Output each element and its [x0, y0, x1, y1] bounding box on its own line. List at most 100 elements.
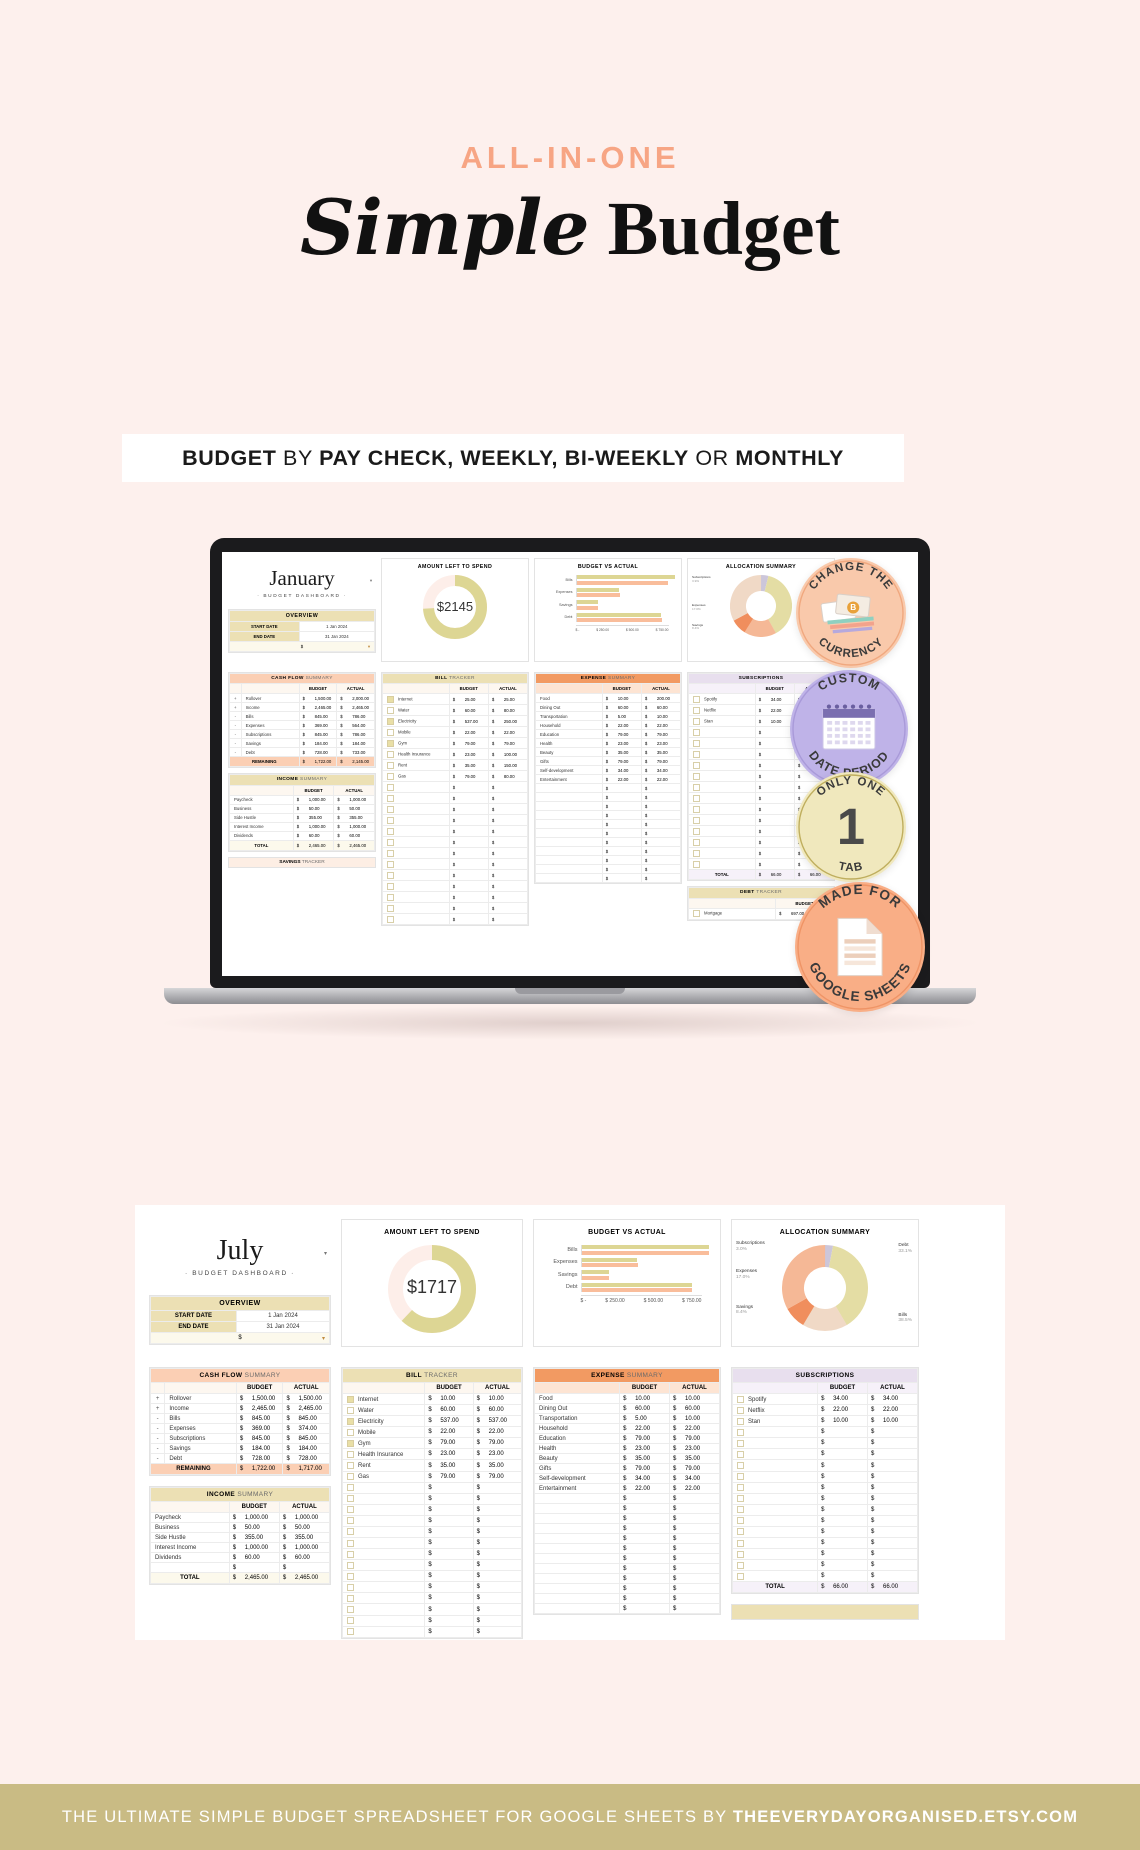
table-row-empty[interactable]: $$	[341, 1592, 523, 1605]
table-row-empty[interactable]: $$	[535, 828, 682, 839]
overview-row-value[interactable]: 31 Jan 2024	[298, 631, 376, 643]
table-row[interactable]: Mobile $22.00 $22.00	[341, 1426, 523, 1439]
table-row-empty[interactable]: $$	[533, 1563, 720, 1574]
table-row[interactable]: Transportation $5.00 $10.00	[533, 1413, 720, 1424]
table-row-empty[interactable]: $$	[341, 1514, 523, 1527]
row-checkbox[interactable]	[737, 1406, 744, 1414]
table-row-empty[interactable]: $$	[382, 781, 529, 794]
table-row[interactable]: Gym $79.00 $79.00	[382, 737, 529, 750]
row-checkbox[interactable]	[387, 783, 394, 791]
table-row-empty[interactable]: $$	[731, 1525, 918, 1539]
table-row[interactable]: Food $10.00 $200.00	[535, 693, 682, 704]
table-row-empty[interactable]: $$	[535, 864, 682, 875]
row-checkbox[interactable]	[737, 1428, 744, 1436]
row-checkbox[interactable]	[347, 1495, 354, 1503]
table-row[interactable]: - Expenses $369.00 $374.00	[149, 1423, 330, 1434]
table-row[interactable]: Health Insurance $23.00 $100.00	[382, 748, 529, 761]
table-row-empty[interactable]: $$	[382, 825, 529, 838]
table-row[interactable]: Self-development $34.00 $34.00	[533, 1473, 720, 1484]
table-row[interactable]: - Savings $184.00 $184.00	[149, 1443, 330, 1454]
row-checkbox[interactable]	[737, 1572, 744, 1580]
table-row[interactable]: Electricity $537.00 $250.00	[382, 715, 529, 728]
row-checkbox[interactable]	[693, 750, 700, 758]
badge-change-currency[interactable]: CHANGE THE CURRENCY B	[796, 558, 906, 668]
table-row[interactable]: Internet $10.00 $10.00	[341, 1392, 523, 1406]
row-checkbox[interactable]	[693, 695, 700, 703]
row-checkbox[interactable]	[347, 1561, 354, 1569]
row-checkbox[interactable]	[387, 728, 394, 736]
table-row-empty[interactable]: $$	[731, 1514, 918, 1527]
row-checkbox[interactable]	[737, 1561, 744, 1569]
table-row-empty[interactable]: $$	[535, 819, 682, 830]
table-row[interactable]: Rent $35.00 $35.00	[341, 1459, 523, 1472]
table-row[interactable]: + Rollover $1,500.00 $1,500.00	[149, 1393, 330, 1404]
table-row-empty[interactable]: $$	[731, 1426, 918, 1439]
table-row-empty[interactable]: $$	[341, 1492, 523, 1505]
table-row[interactable]: - Subscriptions $845.00 $786.00	[229, 729, 375, 740]
table-row[interactable]: Beauty $35.00 $35.00	[535, 747, 682, 758]
row-checkbox[interactable]	[347, 1473, 354, 1481]
row-checkbox[interactable]	[737, 1473, 744, 1481]
row-checkbox[interactable]	[387, 739, 394, 747]
row-checkbox[interactable]	[387, 849, 394, 857]
row-checkbox[interactable]	[347, 1605, 354, 1613]
row-checkbox[interactable]	[387, 706, 394, 714]
row-checkbox[interactable]	[693, 783, 700, 791]
table-row-empty[interactable]: $$	[382, 902, 529, 915]
row-checkbox[interactable]	[347, 1617, 354, 1625]
overview-row[interactable]: START DATE 1 Jan 2024	[229, 621, 376, 633]
currency-selector[interactable]: $ ▾	[229, 641, 375, 653]
table-row-empty[interactable]: $$	[341, 1559, 523, 1572]
row-checkbox[interactable]	[387, 772, 394, 780]
row-checkbox[interactable]	[693, 772, 700, 780]
table-row-empty[interactable]: $$	[382, 836, 529, 849]
table-row[interactable]: Health Insurance $23.00 $23.00	[341, 1448, 523, 1461]
table-row[interactable]: Electricity $537.00 $537.00	[341, 1415, 523, 1428]
row-checkbox[interactable]	[387, 882, 394, 890]
table-row-empty[interactable]: $$	[535, 873, 682, 884]
row-checkbox[interactable]	[347, 1428, 354, 1436]
table-row[interactable]: Paycheck $1,000.00 $1,000.00	[150, 1512, 331, 1523]
table-row[interactable]: Business $50.00 $50.00	[150, 1522, 331, 1533]
table-row-empty[interactable]: $$	[731, 1437, 918, 1450]
table-row-empty[interactable]: $$	[731, 1459, 918, 1472]
row-checkbox[interactable]	[387, 717, 394, 725]
table-row-empty[interactable]: $$	[341, 1503, 523, 1516]
currency-row[interactable]: $ ▾	[229, 641, 375, 653]
row-checkbox[interactable]	[693, 849, 700, 857]
table-row[interactable]: Water $60.00 $60.00	[341, 1404, 523, 1417]
table-row[interactable]: Mobile $22.00 $22.00	[382, 726, 529, 739]
table-row[interactable]: Mortgage $697.00	[688, 907, 834, 920]
row-checkbox[interactable]	[347, 1395, 354, 1403]
row-checkbox[interactable]	[693, 910, 700, 918]
table-row[interactable]: + Rollover $1,500.00 $2,000.00	[229, 693, 375, 704]
table-row[interactable]: Dividends $60.00 $60.00	[150, 1552, 331, 1563]
table-row-empty[interactable]: $$	[533, 1593, 720, 1604]
table-row-empty[interactable]: $$	[382, 814, 529, 827]
row-checkbox[interactable]	[737, 1417, 744, 1425]
row-checkbox[interactable]	[347, 1450, 354, 1458]
table-row-empty[interactable]: $$	[382, 891, 529, 904]
table-row-empty[interactable]: $$	[535, 801, 682, 812]
table-row-empty[interactable]: $$	[535, 810, 682, 821]
badge-only-one-tab[interactable]: ONLY ONE TAB 1	[796, 772, 906, 882]
row-checkbox[interactable]	[347, 1583, 354, 1591]
table-row[interactable]: Interest Income $1,000.00 $1,000.00	[229, 821, 375, 832]
row-checkbox[interactable]	[737, 1528, 744, 1536]
table-row-empty[interactable]: $$	[731, 1470, 918, 1483]
table-row-empty[interactable]: $$	[731, 1559, 918, 1572]
table-row-empty[interactable]: $$	[731, 1537, 918, 1550]
row-checkbox[interactable]	[737, 1539, 744, 1547]
table-row-empty[interactable]: $$	[731, 1481, 918, 1494]
table-row[interactable]: Health $23.00 $23.00	[533, 1443, 720, 1454]
row-checkbox[interactable]	[693, 860, 700, 868]
table-row[interactable]: - Savings $184.00 $184.00	[229, 738, 375, 749]
table-row-empty[interactable]: $$	[341, 1570, 523, 1583]
table-row[interactable]: + Income $2,465.00 $2,465.00	[149, 1403, 330, 1414]
table-row-empty[interactable]: $$	[150, 1562, 331, 1573]
table-row[interactable]: Food $10.00 $10.00	[533, 1393, 720, 1404]
table-row[interactable]: - Debt $728.00 $733.00	[229, 747, 375, 758]
table-row-empty[interactable]: $$	[533, 1583, 720, 1594]
overview-row[interactable]: START DATE 1 Jan 2024	[150, 1310, 331, 1322]
table-row-empty[interactable]: $$	[533, 1543, 720, 1554]
